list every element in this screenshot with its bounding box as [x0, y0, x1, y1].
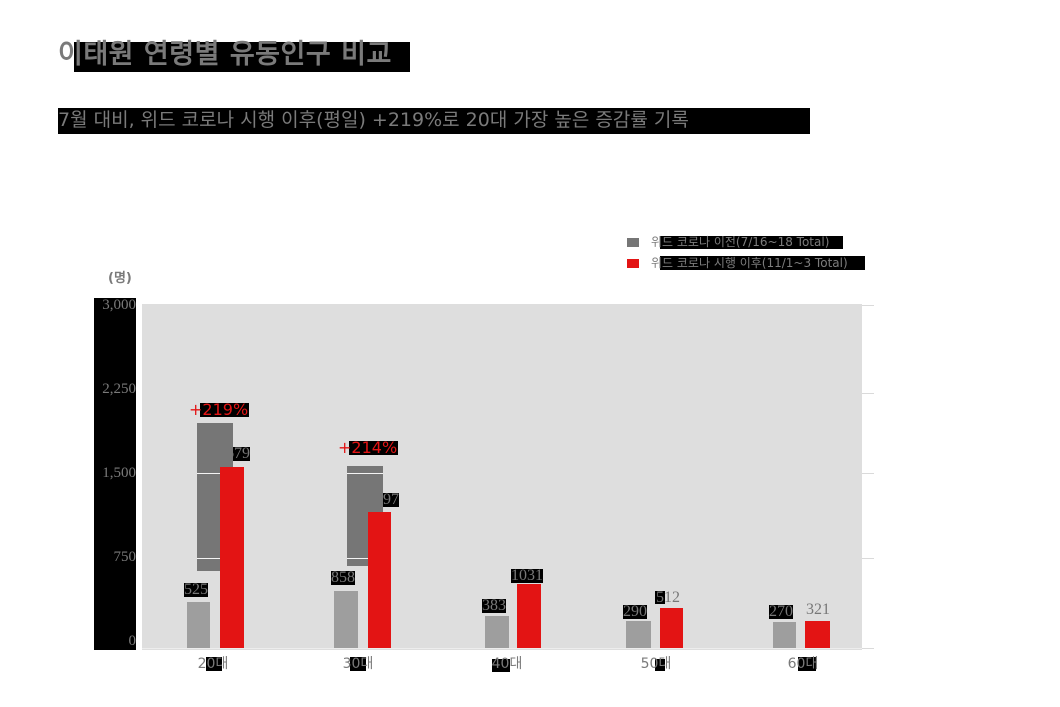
y-axis-highlight: [94, 298, 136, 650]
x-label-highlight: [492, 659, 510, 672]
gridline: [197, 558, 233, 559]
y-tick-label: 1,500: [102, 465, 136, 481]
gridline-stub: [862, 473, 874, 474]
x-tick-label: 50대: [640, 656, 672, 672]
value-highlight: [655, 591, 665, 604]
gridline: [197, 473, 233, 474]
legend-label-before: 위드 코로나 이전(7/16~18 Total): [651, 235, 830, 249]
value-label-before-60s: 270: [769, 603, 793, 620]
gridline: [347, 558, 383, 559]
x-tick-label: 20대: [197, 656, 229, 672]
bar-after-20s[interactable]: [220, 467, 244, 649]
page-title: 이태원 연령별 유동인구 비교: [58, 39, 392, 70]
bar-after-60s[interactable]: [805, 621, 830, 649]
x-label-highlight: [350, 657, 366, 671]
gridline-stub: [862, 558, 874, 559]
gridline-stub: [862, 648, 874, 649]
value-label-before-20s: 525: [184, 581, 208, 598]
legend-swatch-after: [627, 259, 639, 268]
value-label-before-50s: 290: [623, 603, 647, 620]
gridline-stub: [862, 393, 874, 394]
gridline: [347, 473, 383, 474]
value-label-after-50s: 512: [656, 589, 680, 606]
value-label-after-60s: 321: [806, 601, 830, 618]
x-label-highlight: [206, 657, 222, 671]
page-subtitle: 7월 대비, 위드 코로나 시행 이후(평일) +219%로 20대 가장 높은…: [58, 109, 689, 131]
x-tick-label: 30대: [342, 656, 374, 672]
legend-highlight: [660, 236, 843, 249]
value-label-after-40s: 1031: [511, 567, 543, 584]
y-axis-unit: (명): [108, 271, 132, 286]
value-label-before-30s: 858: [331, 569, 355, 586]
plot-area: [142, 304, 862, 650]
x-label-highlight: [655, 659, 665, 671]
value-label-before-40s: 383: [482, 597, 506, 614]
change-highlight: [200, 403, 249, 417]
subtitle-highlight: [58, 108, 810, 134]
change-highlight: [349, 441, 398, 455]
change-label-20s: +219%: [189, 400, 249, 419]
bar-before-60s[interactable]: [773, 622, 796, 649]
bar-after-50s[interactable]: [660, 608, 683, 649]
y-tick-label: 2,250: [102, 381, 136, 397]
legend-swatch-before: [627, 238, 639, 247]
y-tick-label: 0: [128, 633, 137, 649]
x-tick-label: 40대: [491, 656, 523, 672]
legend-highlight: [660, 256, 865, 270]
bar-after-40s[interactable]: [517, 584, 541, 649]
bar-before-40s[interactable]: [485, 616, 509, 649]
gridline-stub: [862, 305, 874, 306]
x-axis-line: [142, 648, 862, 649]
x-label-highlight: [798, 657, 816, 671]
y-tick-label: 750: [113, 549, 137, 565]
change-label-30s: +214%: [338, 438, 398, 457]
y-tick-label: 3,000: [102, 297, 136, 313]
legend-label-after: 위드 코로나 시행 이후(11/1~3 Total): [651, 256, 848, 270]
bar-after-30s[interactable]: [368, 512, 391, 649]
bar-before-20s[interactable]: [187, 602, 210, 649]
x-tick-label: 60대: [787, 656, 819, 672]
bar-before-50s[interactable]: [626, 621, 651, 649]
title-highlight: [74, 42, 410, 72]
bar-before-30s[interactable]: [334, 591, 358, 649]
